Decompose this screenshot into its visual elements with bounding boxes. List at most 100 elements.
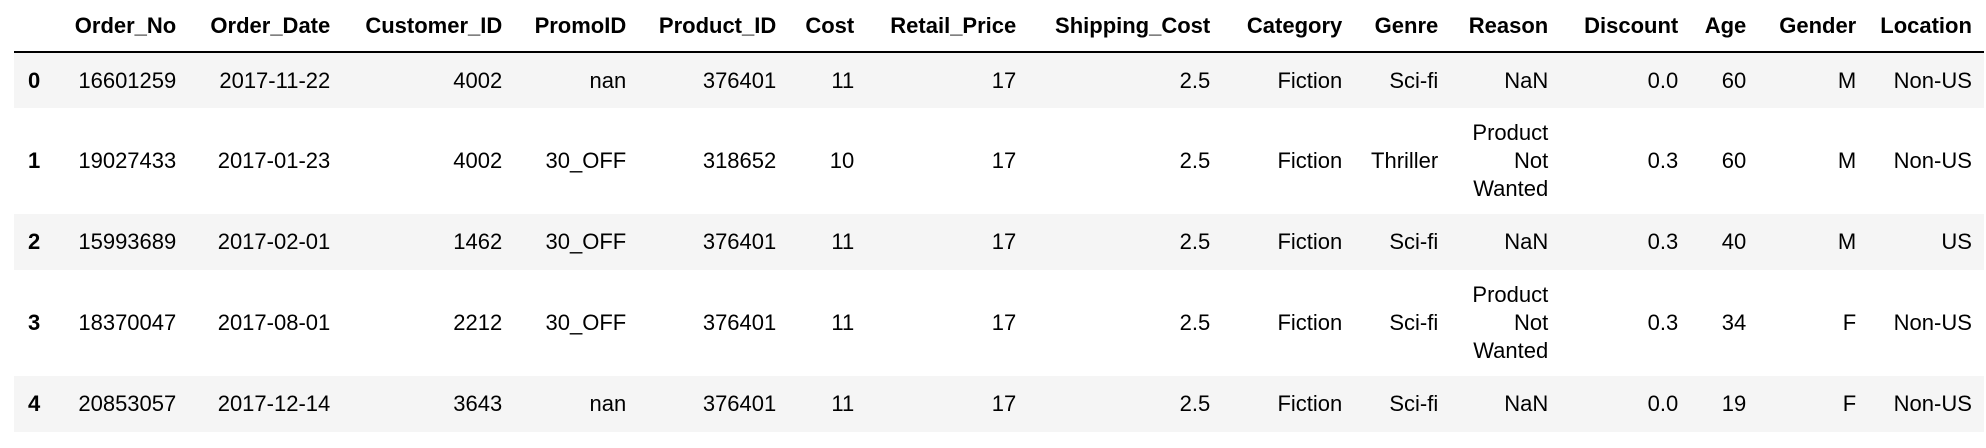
cell-retail-price: 17 (991, 148, 1017, 173)
cell-order-date: 2017-12-14 (217, 391, 331, 416)
column-header: PromoID (514, 0, 639, 53)
cell-gender: M (1837, 148, 1857, 173)
cell-order-no: 16601259 (78, 67, 177, 93)
cell-retail-price: 17 (991, 67, 1017, 93)
cell-order-date: 2017-02-01 (217, 229, 331, 254)
cell-order-no: 19027433 (78, 148, 177, 173)
cell-customer-id: 4002 (453, 148, 503, 173)
cell-customer-id: 2212 (453, 310, 503, 335)
reason-line: NaN (1504, 67, 1549, 93)
cell-order-no: 20853057 (78, 391, 177, 416)
cell-product-id: 318652 (702, 148, 777, 173)
row-index: 4 (28, 391, 41, 416)
cell-product-id: 376401 (702, 67, 777, 93)
cell-shipping-cost: 2.5 (1179, 391, 1211, 416)
column-header: Retail_Price (866, 0, 1029, 53)
cell-discount: 0.3 (1647, 229, 1679, 254)
column-header: Cost (788, 0, 867, 53)
cell-shipping-cost: 2.5 (1179, 229, 1211, 254)
row-index: 2 (28, 229, 41, 254)
cell-discount: 0.3 (1647, 310, 1679, 335)
cell-genre: Sci-fi (1389, 391, 1439, 416)
cell-cost: 11 (831, 310, 855, 335)
cell-customer-id: 1462 (453, 229, 503, 254)
cell-promoid: 30_OFF (545, 310, 627, 335)
cell-cost: 10 (829, 148, 855, 173)
reason-line: Product (1472, 120, 1549, 145)
reason-line: Not (1514, 148, 1549, 173)
row-index: 3 (28, 310, 41, 335)
row-index: 0 (28, 67, 41, 93)
column-header: Gender (1758, 0, 1869, 53)
column-header: Customer_ID (342, 0, 515, 53)
cell-category: Fiction (1277, 391, 1343, 416)
cell-customer-id: 3643 (453, 391, 503, 416)
column-header: Category (1222, 0, 1355, 53)
cell-promoid: nan (589, 67, 627, 93)
cell-order-date: 2017-01-23 (217, 148, 331, 173)
column-header: Shipping_Cost (1028, 0, 1223, 53)
table-body: 0 16601259 2017-11-22 4002 nan 376401 11 17 2.5 F… (14, 52, 1984, 432)
header-row: Order_No Order_Date Customer_ID PromoID Prod… (14, 0, 1984, 53)
cell-genre: Thriller (1371, 148, 1439, 173)
cell-age: 34 (1721, 310, 1747, 335)
dataframe-table: Order_No Order_Date Customer_ID PromoID Prod… (14, 0, 1984, 432)
cell-retail-price: 17 (991, 229, 1017, 254)
cell-order-no: 18370047 (78, 310, 177, 335)
cell-category: Fiction (1277, 67, 1343, 93)
cell-age: 60 (1721, 67, 1747, 93)
cell-reason: Product Not Wanted (1450, 270, 1560, 376)
reason-line: Not (1514, 310, 1549, 335)
reason-line: Product (1472, 282, 1549, 307)
cell-discount: 0.0 (1647, 67, 1679, 93)
index-header (14, 0, 55, 53)
cell-reason: NaN (1450, 214, 1560, 270)
cell-reason: NaN (1450, 376, 1560, 432)
cell-gender: F (1842, 310, 1857, 335)
cell-gender: M (1837, 67, 1857, 93)
cell-order-no: 15993689 (78, 229, 177, 254)
reason-line: NaN (1504, 391, 1549, 416)
table-row: 2 15993689 2017-02-01 1462 30_OFF 376401 11 17 2… (14, 214, 1984, 270)
cell-discount: 0.3 (1647, 148, 1679, 173)
cell-product-id: 376401 (702, 229, 777, 254)
column-header: Age (1690, 0, 1759, 53)
cell-promoid: nan (589, 391, 627, 416)
cell-genre: Sci-fi (1389, 67, 1439, 93)
cell-product-id: 376401 (702, 310, 777, 335)
cell-customer-id: 4002 (453, 67, 503, 93)
cell-location: Non-US (1893, 391, 1972, 416)
cell-reason: Product Not Wanted (1450, 108, 1560, 214)
cell-product-id: 376401 (702, 391, 777, 416)
column-header: Order_No (54, 0, 189, 53)
column-header: Location (1868, 0, 1984, 53)
reason-line: Wanted (1473, 176, 1549, 201)
cell-category: Fiction (1277, 148, 1343, 173)
column-header: Genre (1354, 0, 1451, 53)
cell-cost: 11 (831, 229, 855, 254)
cell-order-date: 2017-11-22 (219, 67, 331, 93)
cell-category: Fiction (1277, 229, 1343, 254)
table-row: 3 18370047 2017-08-01 2212 30_OFF 376401 11 17 2… (14, 270, 1984, 376)
cell-shipping-cost: 2.5 (1179, 148, 1211, 173)
cell-retail-price: 17 (991, 310, 1017, 335)
cell-cost: 11 (831, 391, 855, 416)
table-row: 4 20853057 2017-12-14 3643 nan 376401 11 17 2.5 F… (14, 376, 1984, 432)
dataframe-output: Order_No Order_Date Customer_ID PromoID Prod… (14, 0, 1984, 432)
cell-location: US (1941, 229, 1972, 254)
cell-category: Fiction (1277, 310, 1343, 335)
cell-gender: F (1842, 391, 1857, 416)
cell-discount: 0.0 (1647, 391, 1679, 416)
cell-shipping-cost: 2.5 (1179, 67, 1211, 93)
reason-line: NaN (1504, 229, 1549, 254)
cell-age: 60 (1721, 148, 1747, 173)
cell-shipping-cost: 2.5 (1179, 310, 1211, 335)
cell-promoid: 30_OFF (545, 148, 627, 173)
row-index: 1 (28, 148, 41, 173)
column-header: Discount (1560, 0, 1691, 53)
table-row: 1 19027433 2017-01-23 4002 30_OFF 318652 10 17 2… (14, 108, 1984, 214)
column-header: Product_ID (638, 0, 789, 53)
cell-promoid: 30_OFF (545, 229, 627, 254)
cell-gender: M (1837, 229, 1857, 254)
reason-line: Wanted (1473, 338, 1549, 363)
